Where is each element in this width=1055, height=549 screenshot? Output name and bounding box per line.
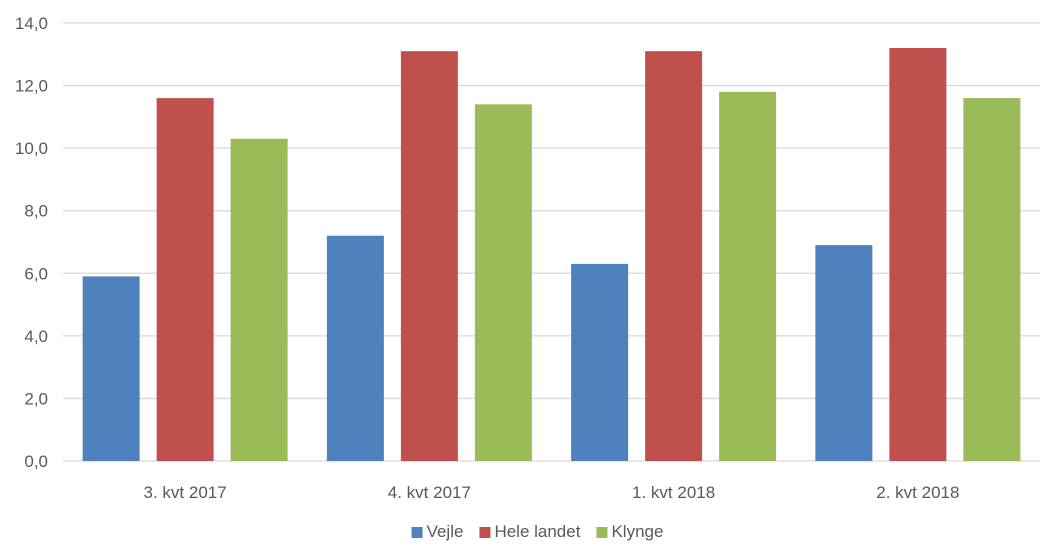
x-tick-label: 3. kvt 2017 — [144, 483, 227, 502]
bar — [815, 245, 873, 461]
legend-swatch — [479, 527, 491, 538]
legend-label: Klynge — [611, 522, 663, 541]
bar — [156, 98, 214, 461]
bar — [400, 51, 458, 462]
bar — [719, 91, 777, 461]
bar — [963, 98, 1021, 461]
bar — [82, 276, 140, 461]
legend-swatch — [411, 527, 423, 538]
bar — [571, 263, 629, 461]
y-tick-label: 10,0 — [15, 139, 48, 158]
x-tick-label: 2. kvt 2018 — [876, 483, 959, 502]
y-tick-label: 0,0 — [24, 452, 48, 471]
legend-item: Vejle — [411, 522, 464, 541]
y-tick-label: 6,0 — [24, 264, 48, 283]
bar — [889, 48, 947, 462]
x-tick-label: 4. kvt 2017 — [388, 483, 471, 502]
y-tick-label: 2,0 — [24, 389, 48, 408]
bar — [326, 235, 384, 461]
gridlines — [63, 22, 1040, 462]
x-axis-tick-labels: 3. kvt 2017 4. kvt 2017 1. kvt 2018 2. kvt … — [144, 483, 960, 502]
legend-item: Klynge — [596, 522, 663, 541]
legend-item: Hele landet — [479, 522, 581, 541]
y-tick-label: 12,0 — [15, 77, 48, 96]
legend: Vejle Hele landet Klynge — [411, 522, 663, 541]
bar — [474, 104, 532, 461]
bar — [230, 138, 288, 461]
y-tick-label: 14,0 — [15, 14, 48, 33]
y-tick-label: 8,0 — [24, 202, 48, 221]
legend-label: Hele landet — [494, 522, 580, 541]
x-tick-label: 1. kvt 2018 — [632, 483, 715, 502]
bars — [82, 48, 1021, 462]
y-axis-tick-labels: 0,0 2,0 4,0 6,0 8,0 10,0 12,0 14,0 — [15, 14, 48, 471]
legend-swatch — [596, 527, 608, 538]
y-tick-label: 4,0 — [24, 327, 48, 346]
legend-label: Vejle — [427, 522, 464, 541]
bar — [645, 51, 703, 462]
